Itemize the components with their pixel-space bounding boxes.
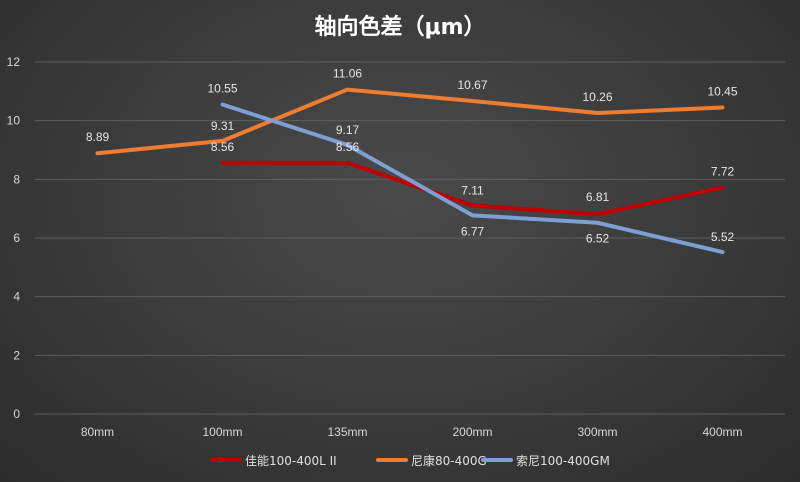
x-tick-label: 300mm xyxy=(577,425,617,439)
legend-entry: 索尼100-400GM xyxy=(516,454,610,468)
data-label: 9.17 xyxy=(336,123,360,137)
series-line-2 xyxy=(95,87,725,156)
x-tick-label: 80mm xyxy=(81,425,114,439)
data-label: 10.55 xyxy=(207,82,237,96)
data-label: 6.81 xyxy=(586,190,610,204)
data-label: 9.31 xyxy=(211,119,235,133)
data-label: 6.77 xyxy=(461,224,485,238)
data-label: 10.67 xyxy=(457,78,487,92)
y-tick-label: 2 xyxy=(13,348,20,362)
y-tick-label: 8 xyxy=(13,172,20,186)
data-label: 5.52 xyxy=(711,230,735,244)
data-label: 10.45 xyxy=(707,84,737,98)
series-line-1 xyxy=(220,160,725,217)
legend-entry: 佳能100-400L II xyxy=(245,454,337,468)
y-tick-label: 6 xyxy=(13,231,20,245)
legend: 佳能100-400L II 尼康80-400G 索尼100-400GM xyxy=(210,453,610,468)
y-axis-ticks: 0 2 4 6 8 10 12 xyxy=(7,55,21,421)
data-labels: 8.56 8.56 7.11 6.81 7.72 8.89 9.31 11.06 10.67 10… xyxy=(86,67,738,246)
data-label: 8.89 xyxy=(86,130,110,144)
series-layer xyxy=(95,87,725,255)
data-label: 7.72 xyxy=(711,165,735,179)
x-tick-label: 400mm xyxy=(702,425,742,439)
data-label: 6.52 xyxy=(586,232,610,246)
data-label: 11.06 xyxy=(333,67,362,81)
chart-title: 轴向色差（μm） xyxy=(314,14,485,40)
y-tick-label: 4 xyxy=(13,290,20,304)
x-tick-label: 200mm xyxy=(452,425,492,439)
y-tick-label: 12 xyxy=(7,55,21,69)
x-tick-label: 100mm xyxy=(202,425,242,439)
grid-layer xyxy=(35,61,785,415)
data-label: 8.56 xyxy=(211,140,235,154)
data-label: 10.26 xyxy=(582,90,612,104)
x-axis-ticks: 80mm 100mm 135mm 200mm 300mm 400mm xyxy=(81,425,743,439)
y-tick-label: 10 xyxy=(7,114,21,128)
x-tick-label: 135mm xyxy=(327,425,367,439)
data-label: 7.11 xyxy=(461,183,484,197)
series-line-3 xyxy=(220,102,725,255)
y-tick-label: 0 xyxy=(13,407,20,421)
data-label: 8.56 xyxy=(336,140,360,154)
legend-entry: 尼康80-400G xyxy=(411,453,487,468)
